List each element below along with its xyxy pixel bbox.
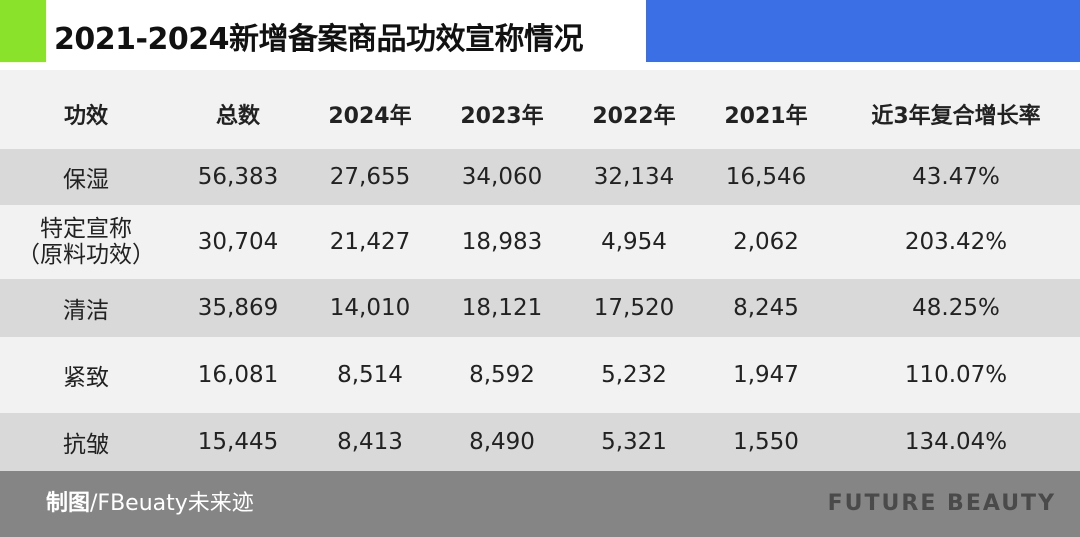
- table-header-row: 功效 总数 2024年 2023年 2022年 2021年 近3年复合增长率: [0, 79, 1080, 149]
- row-label-line: 特定宣称: [40, 216, 132, 242]
- table-row: 特定宣称 （原料功效） 30,704 21,427 18,983 4,954 2…: [0, 205, 1080, 279]
- table-cell: 30,704: [197, 229, 279, 255]
- table-cell: 35,869: [197, 295, 279, 321]
- column-header: 总数: [215, 104, 260, 129]
- table-cell: 203.42%: [904, 229, 1008, 255]
- credit-line: 制图/FBeuaty未来迹: [46, 471, 254, 537]
- table-cell: 18,983: [461, 229, 543, 255]
- row-label: 清洁: [63, 298, 109, 324]
- column-header: 2023年: [460, 104, 544, 129]
- table-cell: 27,655: [329, 164, 411, 190]
- table-cell: 8,245: [733, 295, 799, 321]
- table-cell: 56,383: [197, 164, 279, 190]
- table-cell: 2,062: [733, 229, 799, 255]
- row-label: 紧致: [63, 365, 109, 391]
- table-cell: 1,550: [733, 429, 799, 455]
- table-cell: 8,592: [469, 362, 535, 388]
- table-row: 抗皱 15,445 8,413 8,490 5,321 1,550 134.04…: [0, 413, 1080, 471]
- row-label-line: （原料功效）: [17, 242, 155, 268]
- table-cell: 17,520: [593, 295, 675, 321]
- table-cell: 21,427: [329, 229, 411, 255]
- table-cell: 4,954: [601, 229, 667, 255]
- table-cell: 15,445: [197, 429, 279, 455]
- column-header: 功效: [63, 104, 108, 129]
- column-header: 2022年: [592, 104, 676, 129]
- row-label: 特定宣称 （原料功效）: [0, 216, 172, 268]
- brand-wordmark: FUTURE BEAUTY: [827, 491, 1056, 516]
- table-cell: 5,232: [601, 362, 667, 388]
- table-cell: 48.25%: [912, 295, 1000, 321]
- table-cell: 32,134: [593, 164, 675, 190]
- blue-accent-block: [646, 0, 1080, 62]
- table-cell: 34,060: [461, 164, 543, 190]
- table-cell: 8,514: [337, 362, 403, 388]
- table-cell: 8,413: [337, 429, 403, 455]
- credit-text: /FBeuaty未来迹: [90, 491, 254, 516]
- table-title: 2021-2024新增备案商品功效宣称情况: [54, 22, 583, 57]
- table-cell: 18,121: [461, 295, 543, 321]
- green-accent-block: [0, 0, 46, 62]
- footer-bar: 制图/FBeuaty未来迹 FUTURE BEAUTY: [0, 471, 1080, 537]
- column-header: 近3年复合增长率: [871, 104, 1041, 129]
- data-table: 功效 总数 2024年 2023年 2022年 2021年 近3年复合增长率 保…: [0, 79, 1080, 471]
- credit-label: 制图: [46, 491, 91, 516]
- column-header: 2021年: [724, 104, 808, 129]
- row-label: 保湿: [63, 167, 109, 193]
- table-cell: 43.47%: [912, 164, 1000, 190]
- column-header: 2024年: [328, 104, 412, 129]
- table-cell: 110.07%: [904, 362, 1008, 388]
- table-cell: 5,321: [601, 429, 667, 455]
- table-cell: 1,947: [733, 362, 799, 388]
- table-row: 清洁 35,869 14,010 18,121 17,520 8,245 48.…: [0, 279, 1080, 337]
- table-cell: 14,010: [329, 295, 411, 321]
- table-cell: 16,081: [197, 362, 279, 388]
- table-cell: 16,546: [725, 164, 807, 190]
- table-cell: 134.04%: [904, 429, 1008, 455]
- table-row: 保湿 56,383 27,655 34,060 32,134 16,546 43…: [0, 149, 1080, 205]
- row-label: 抗皱: [63, 432, 109, 458]
- table-row: 紧致 16,081 8,514 8,592 5,232 1,947 110.07…: [0, 337, 1080, 413]
- table-cell: 8,490: [469, 429, 535, 455]
